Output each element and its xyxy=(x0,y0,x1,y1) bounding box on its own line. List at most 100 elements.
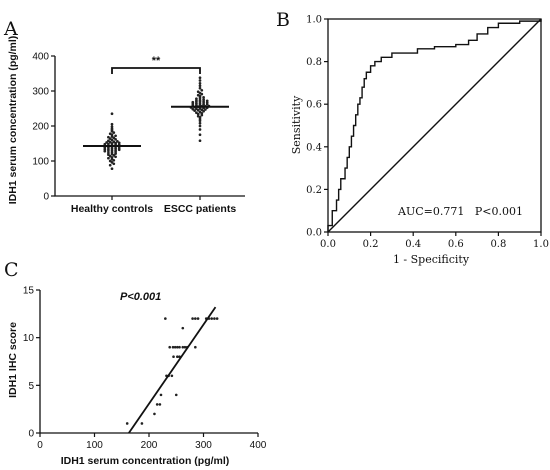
panel-c-regression-line xyxy=(128,306,217,434)
panel-b-x-axis-label: 1 - Specificity xyxy=(393,253,470,266)
panel-letter-b: B xyxy=(276,9,290,31)
panel-b-y-tick-label: 0.0 xyxy=(306,228,322,239)
panel-a-data-point xyxy=(105,141,108,144)
panel-c-data-point xyxy=(176,345,179,349)
panel-b-x-tick-label: 0.8 xyxy=(490,239,506,250)
panel-a-y-tick-label: 300 xyxy=(32,87,49,98)
panel-b-y-tick-label: 0.4 xyxy=(306,142,322,153)
panel-a-data-point xyxy=(198,98,202,102)
panel-a-data-point xyxy=(107,139,110,143)
panel-b-x-tick-label: 0.4 xyxy=(405,239,421,250)
panel-a-data-point xyxy=(205,99,209,103)
panel-a-y-axis-label: IDH1 serum concentration (pg/ml) xyxy=(7,36,19,205)
panel-letter-a: A xyxy=(3,18,18,40)
panel-a-data-point xyxy=(112,140,116,144)
panel-b-reference-line xyxy=(327,18,542,233)
panel-b-auc-annotation: AUC=0.771 P<0.001 xyxy=(397,205,523,218)
panel-c-data-point xyxy=(171,345,175,349)
panel-c-data-point xyxy=(181,345,185,349)
panel-a-y-tick-label: 400 xyxy=(32,52,49,63)
panel-c-x-tick-label: 200 xyxy=(141,440,158,451)
panel-a-data-point xyxy=(195,111,198,115)
panel-a-data-point xyxy=(198,133,202,137)
panel-c-data-point xyxy=(173,345,177,349)
panel-a-bracket-line xyxy=(111,67,201,74)
panel-b-x-tick-label: 0.0 xyxy=(320,239,336,250)
panel-a-y-ticks: 0 100 200 300 400 xyxy=(32,52,55,203)
panel-b-y-tick-label: 0.6 xyxy=(306,100,322,111)
panel-c-p-value: P<0.001 xyxy=(120,291,161,303)
panel-b-y-axis-label: Sensitivity xyxy=(290,95,303,154)
panel-c-x-axis-label: IDH1 serum concentration (pg/ml) xyxy=(61,455,230,467)
panel-c-y-axis-label: IDH1 IHC score xyxy=(7,322,19,398)
panel-a-x-tick-label: Healthy controls xyxy=(71,203,153,215)
panel-b-frame xyxy=(327,18,542,233)
panel-c-data-point xyxy=(172,355,175,359)
panel-a-data-point xyxy=(198,76,202,80)
panel-c-data-point xyxy=(125,422,129,425)
panel-c-data-point xyxy=(174,393,178,397)
panel-c-x-tick-label: 0 xyxy=(37,440,43,451)
panel-c-data-point xyxy=(140,422,144,425)
panel-a-data-point xyxy=(110,167,114,171)
panel-a-data-point xyxy=(195,97,198,101)
panel-a-y-tick-label: 200 xyxy=(32,122,49,133)
panel-a-x-tick-label: ESCC patients xyxy=(164,203,237,215)
panel-a-scatter: IDH1 serum concentration (pg/ml) 0 100 200… xyxy=(7,36,245,215)
panel-a-data-point xyxy=(198,84,202,88)
panel-c-scatter: IDH1 IHC score IDH1 serum concentration … xyxy=(7,286,267,468)
panel-a-data-point xyxy=(103,142,107,146)
panel-b-y-tick-label: 0.8 xyxy=(306,57,322,68)
panel-a-data-point xyxy=(108,159,112,163)
panel-b-x-tick-label: 0.6 xyxy=(448,239,464,250)
panel-c-data-point xyxy=(170,374,174,378)
panel-b-roc-curve xyxy=(327,19,542,232)
panel-c-y-tick-label: 0 xyxy=(28,429,34,440)
panel-c-data-point xyxy=(194,317,197,320)
panel-letter-c: C xyxy=(4,259,19,281)
panel-c-data-point xyxy=(191,317,194,320)
panel-c-data-point xyxy=(164,317,167,320)
panel-a-data-point xyxy=(110,125,114,129)
panel-a-data-point xyxy=(198,110,202,114)
panel-c-x-tick-label: 400 xyxy=(250,440,267,451)
panel-a-data-point xyxy=(107,135,110,139)
panel-b-y-ticks: 0.0 0.2 0.4 0.6 0.8 1.0 xyxy=(306,15,328,239)
panel-a-data-point xyxy=(198,81,202,85)
panel-c-points xyxy=(125,317,219,425)
panel-a-mean-lines xyxy=(83,105,229,147)
panel-a-data-point xyxy=(200,88,204,92)
panel-a-data-point xyxy=(107,156,110,160)
panel-a-data-point xyxy=(202,95,205,99)
panel-a-data-point xyxy=(198,86,202,90)
panel-a-data-point xyxy=(196,114,200,118)
panel-a-data-point xyxy=(196,93,200,97)
panel-c-data-point xyxy=(168,345,172,349)
panel-a-data-point xyxy=(107,151,110,155)
panel-a-data-point xyxy=(108,132,112,136)
panel-a-data-point xyxy=(198,139,202,143)
panel-a-significance-label: ** xyxy=(152,55,161,67)
panel-b-x-tick-label: 0.2 xyxy=(363,239,379,250)
panel-a-data-point xyxy=(198,124,202,128)
panel-a-data-point xyxy=(191,107,195,111)
panel-a-data-point xyxy=(195,107,198,111)
panel-b-y-tick-label: 1.0 xyxy=(306,15,322,26)
panel-c-data-point xyxy=(176,355,179,359)
panel-c-y-tick-label: 10 xyxy=(23,333,35,344)
panel-c-x-tick-label: 100 xyxy=(86,440,103,451)
panel-c-x-ticks: 0 100 200 300 400 xyxy=(37,433,267,451)
panel-c-y-tick-label: 15 xyxy=(23,286,35,297)
panel-a-y-tick-label: 100 xyxy=(32,157,49,168)
panel-a-data-point xyxy=(198,79,202,82)
panel-b-x-ticks: 0.0 0.2 0.4 0.6 0.8 1.0 xyxy=(320,232,549,250)
panel-b-x-tick-label: 1.0 xyxy=(533,239,549,250)
panel-a-points xyxy=(103,76,211,171)
panel-c-data-point xyxy=(153,412,156,416)
panel-a-axes xyxy=(54,56,245,197)
panel-c-data-point xyxy=(196,317,200,320)
panel-c-data-point xyxy=(183,345,187,349)
panel-b-y-tick-label: 0.2 xyxy=(306,185,322,196)
panel-c-data-point xyxy=(155,403,159,406)
